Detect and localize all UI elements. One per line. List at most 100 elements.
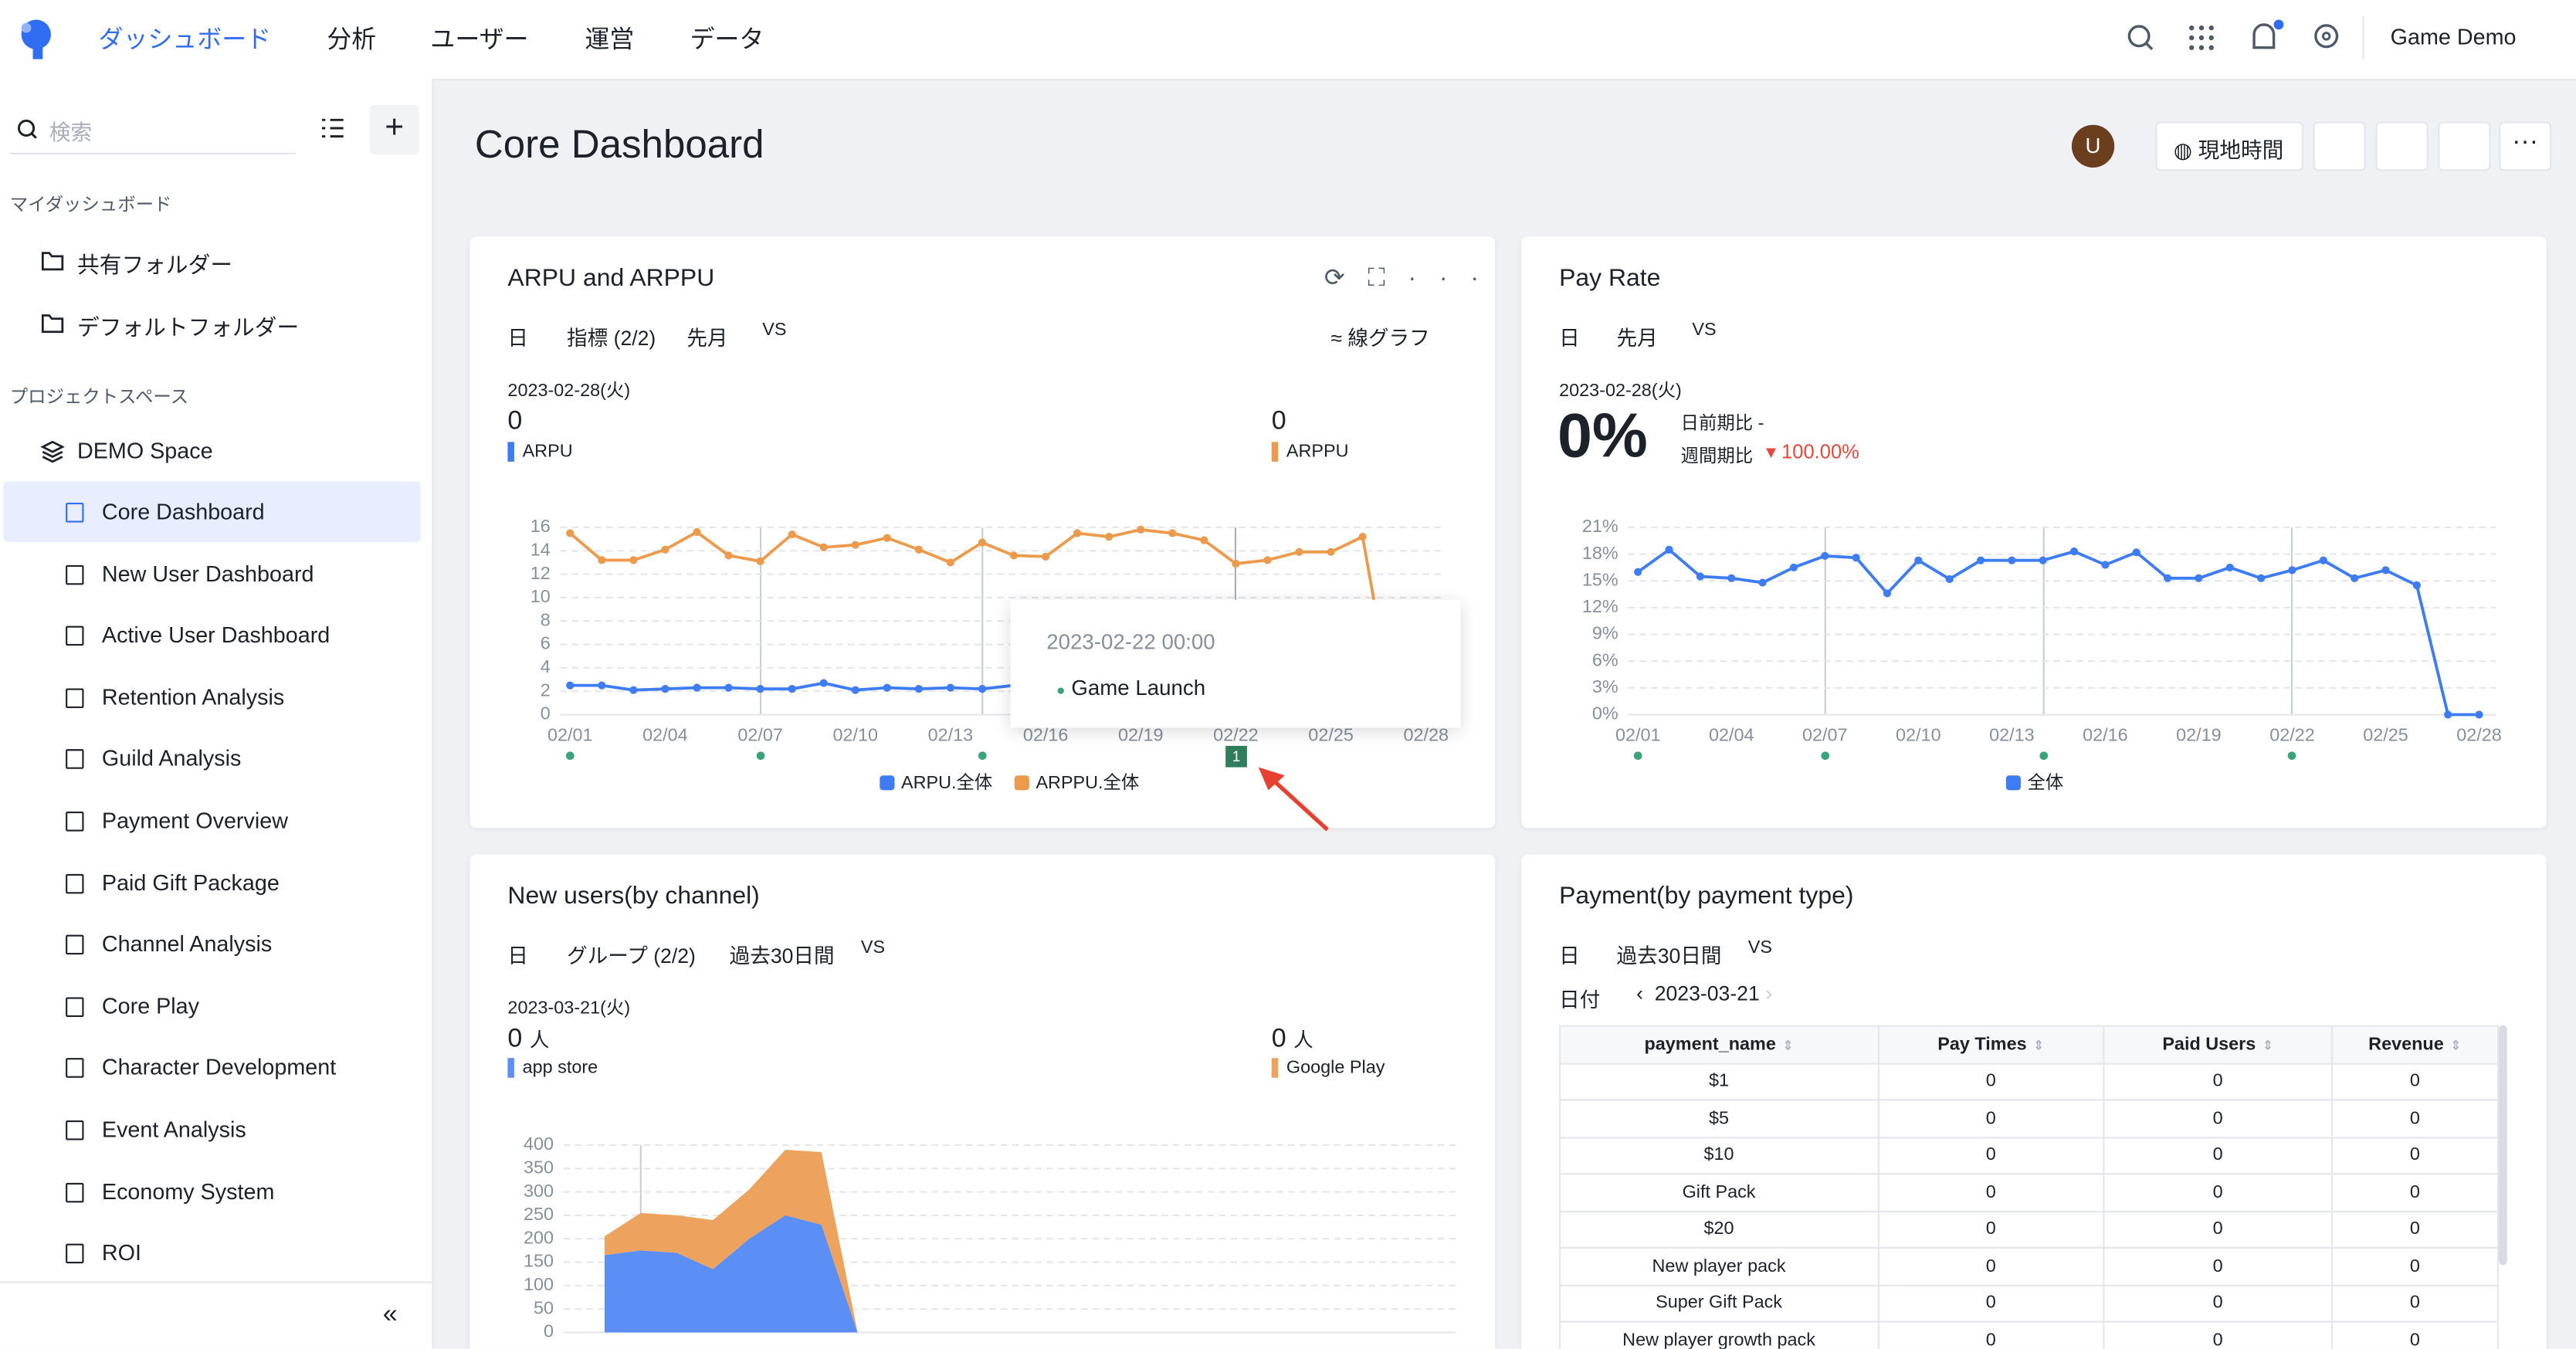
space[interactable]: DEMO Space xyxy=(76,439,213,463)
point xyxy=(1232,559,1240,568)
control[interactable]: 指標 (2/2) xyxy=(567,327,656,351)
add-button[interactable]: + xyxy=(369,105,419,154)
point xyxy=(2225,563,2234,572)
tooltip-time: 2023-02-22 00:00 xyxy=(1046,629,1215,654)
page-title: Core Dashboard xyxy=(474,123,764,168)
point xyxy=(883,683,891,692)
list-icon[interactable] xyxy=(320,117,347,140)
refresh-button[interactable] xyxy=(2438,121,2491,171)
dashboard-icon xyxy=(66,1059,84,1079)
panel-actions[interactable]: ⟳⛶··· xyxy=(1324,264,1496,293)
table-row: New player pack 0 0 0 xyxy=(1559,1246,2500,1286)
metric-value: 0 xyxy=(507,1025,523,1053)
dashboard-item[interactable]: Guild Analysis xyxy=(101,746,242,771)
control[interactable]: VS xyxy=(762,320,787,341)
dashboard-item[interactable]: Retention Analysis xyxy=(101,684,285,710)
metric-label: Google Play xyxy=(1271,1058,1385,1078)
unit: 人 xyxy=(1293,1028,1313,1052)
top-icons[interactable] xyxy=(2120,19,2350,59)
dashboard-item[interactable]: Payment Overview xyxy=(101,808,288,833)
divider xyxy=(2362,16,2364,59)
control[interactable]: グループ (2/2) xyxy=(567,944,696,968)
control[interactable]: 先月 xyxy=(1616,327,1658,351)
date-value: 2023-03-21 xyxy=(1654,982,1760,1006)
column-header[interactable]: Revenue ⇕ xyxy=(2330,1025,2500,1064)
dashboard-item[interactable]: Core Dashboard xyxy=(101,499,265,524)
calendar-button[interactable] xyxy=(2313,121,2366,171)
column-header[interactable]: Paid Users ⇕ xyxy=(2103,1025,2333,1064)
panel: Pay Rate 日 先月 VS 2023-02-28(火) 0% 日前期比 -… xyxy=(1521,236,2547,829)
week-change: ▾ 100.00% xyxy=(1766,440,1859,463)
dashboard-item[interactable]: Paid Gift Package xyxy=(101,869,280,895)
y-tick-label: 3% xyxy=(1592,676,1618,697)
point xyxy=(693,683,701,692)
table-cell: 0 xyxy=(2330,1246,2500,1286)
table-cell: 0 xyxy=(2330,1283,2500,1323)
dashboard-item[interactable]: Character Development xyxy=(101,1055,337,1080)
y-tick-label: 300 xyxy=(524,1181,554,1201)
filter-button[interactable] xyxy=(2375,121,2429,171)
dashboard-item[interactable]: Event Analysis xyxy=(101,1117,246,1142)
point xyxy=(1200,536,1208,544)
project-name[interactable]: Game Demo xyxy=(2390,24,2517,49)
unit: 人 xyxy=(529,1028,550,1052)
dashboard-item[interactable]: ROI xyxy=(101,1240,142,1266)
table-cell: 0 xyxy=(2103,1210,2333,1249)
nav-item[interactable]: ユーザー xyxy=(430,26,529,55)
point xyxy=(2351,574,2359,582)
dashboard-item[interactable]: Active User Dashboard xyxy=(101,622,330,648)
control[interactable]: 日 xyxy=(1559,327,1580,351)
column-header[interactable]: payment_name ⇕ xyxy=(1559,1025,1879,1064)
timezone-button[interactable]: ◍ 現地時間 xyxy=(2155,121,2303,171)
y-tick-label: 9% xyxy=(1592,623,1618,643)
point xyxy=(978,685,987,693)
control[interactable]: 日 xyxy=(507,944,529,968)
avatar[interactable]: U xyxy=(2071,124,2115,168)
column-header[interactable]: Pay Times ⇕ xyxy=(1876,1025,2105,1064)
x-tick-label: 02/01 xyxy=(547,724,593,744)
table-cell: Gift Pack xyxy=(1559,1173,1879,1212)
tooltip-event: ● Game Launch xyxy=(1056,675,1206,700)
x-tick-label: 02/07 xyxy=(737,724,783,744)
y-tick-label: 100 xyxy=(524,1274,554,1294)
control[interactable]: VS xyxy=(1747,937,1773,958)
control[interactable]: 日 xyxy=(1559,944,1580,968)
point xyxy=(1727,574,1736,582)
dashboard-item[interactable]: Channel Analysis xyxy=(101,931,273,957)
control[interactable]: 日 xyxy=(507,327,529,351)
control[interactable]: VS xyxy=(860,937,886,958)
collapse-button[interactable]: « xyxy=(382,1301,398,1330)
more-button[interactable]: ··· xyxy=(2499,121,2552,171)
nav-item[interactable]: データ xyxy=(690,26,764,55)
dashboard-icon xyxy=(66,750,84,770)
y-tick-label: 4 xyxy=(541,656,551,676)
control[interactable]: 先月 xyxy=(686,327,728,351)
table-cell: New player pack xyxy=(1559,1246,1879,1286)
dashboard-item[interactable]: New User Dashboard xyxy=(101,561,314,586)
event-dots xyxy=(1633,751,2296,761)
nav-item[interactable]: 分析 xyxy=(327,26,377,55)
control[interactable]: VS xyxy=(1692,320,1717,341)
point xyxy=(788,530,796,539)
date-picker[interactable]: ‹ 2023-03-21 › xyxy=(1636,982,1773,1006)
table-cell: 0 xyxy=(2330,1136,2500,1175)
control[interactable]: 過去30日間 xyxy=(729,944,835,968)
point xyxy=(756,685,764,693)
nav-item[interactable]: ダッシュボード xyxy=(98,26,272,55)
dashboard-item[interactable]: Core Play xyxy=(101,993,200,1019)
folder[interactable]: 共有フォルダー xyxy=(76,253,233,278)
search-input[interactable]: 検索 xyxy=(49,120,93,145)
point xyxy=(851,686,859,694)
table-row: Gift Pack 0 0 0 xyxy=(1559,1173,2500,1212)
legend-swatch xyxy=(2005,775,2021,791)
logo xyxy=(21,19,51,59)
chart-toggle[interactable]: ≈ 線グラフ xyxy=(1330,327,1430,351)
dashboard-item[interactable]: Economy System xyxy=(101,1178,275,1204)
nav-item[interactable]: 運営 xyxy=(585,26,635,55)
folder[interactable]: デフォルトフォルダー xyxy=(76,315,300,341)
control[interactable]: 過去30日間 xyxy=(1616,944,1722,968)
point xyxy=(1634,568,1642,576)
point xyxy=(1945,575,1954,584)
point xyxy=(2412,581,2421,590)
